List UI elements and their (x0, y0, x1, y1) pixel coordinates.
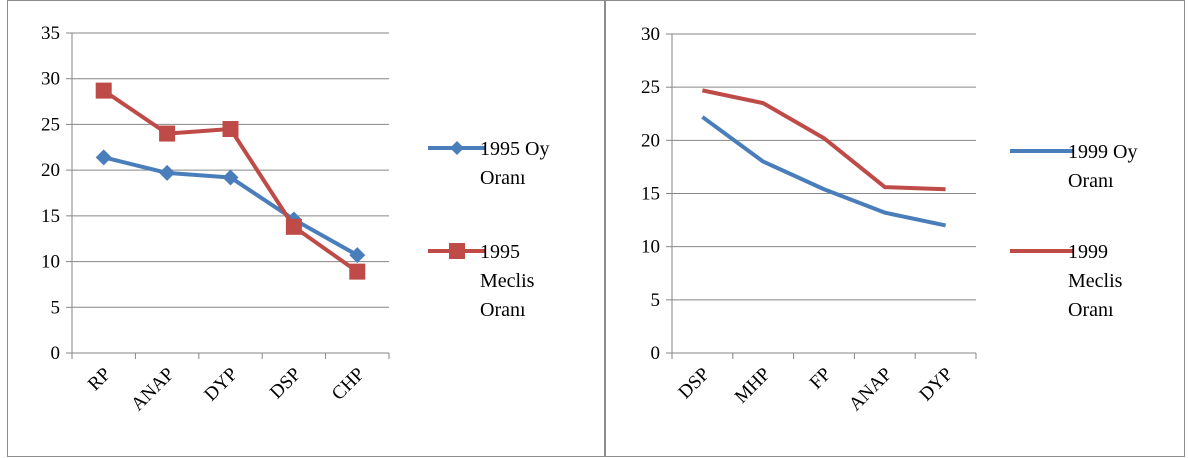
chart-1995-panel: 0 5 10 15 20 25 30 35 RP ANAP DYP DSP CHP 1995 Oy Oran… (7, 0, 605, 457)
x-category-label: DYP (915, 364, 957, 406)
legend-label: Oranı (480, 299, 526, 321)
y-tick-label: 15 (641, 184, 660, 205)
y-tick-label: 0 (651, 343, 661, 364)
y-tick-label: 0 (51, 343, 61, 364)
data-point-diamond (222, 169, 239, 186)
x-category-label: RP (84, 364, 115, 395)
legend-label: 1995 (480, 241, 520, 263)
data-point-diamond (349, 247, 366, 264)
data-point-square (159, 125, 176, 142)
data-point-diamond (159, 164, 176, 181)
data-point-square (95, 82, 112, 99)
x-category-label: ANAP (127, 364, 178, 415)
y-tick-label: 5 (651, 290, 661, 311)
data-point-square (222, 121, 239, 137)
x-category-label: MHP (731, 364, 775, 408)
series-line (701, 115, 947, 228)
data-point-square (349, 263, 366, 280)
chart-1999-panel: 0 5 10 15 20 25 30 DSP MHP FP ANAP DYP 1999 Oy Oranı 1… (605, 0, 1185, 457)
legend-label: 1995 Oy (480, 138, 549, 160)
y-tick-label: 10 (641, 237, 660, 258)
y-tick-label: 5 (51, 297, 61, 318)
y-tick-label: 30 (641, 24, 660, 45)
legend-label: Oranı (1068, 170, 1114, 192)
y-tick-label: 25 (641, 77, 660, 98)
x-category-label: DYP (200, 364, 242, 406)
x-category-label: FP (806, 364, 836, 394)
legend-label: Oranı (480, 167, 526, 189)
legend-label: Meclis (480, 270, 535, 292)
legend-label: 1999 Oy (1068, 141, 1137, 163)
y-tick-label: 25 (41, 114, 60, 135)
legend-label: 1999 (1068, 241, 1108, 263)
legend-swatch-square (449, 243, 465, 259)
y-tick-label: 20 (641, 130, 660, 151)
chart-1995-svg: 0 5 10 15 20 25 30 35 RP ANAP DYP DSP CHP 1995 Oy Oran… (41, 23, 549, 415)
legend-label: Oranı (1068, 299, 1114, 321)
x-category-label: CHP (328, 364, 369, 405)
chart-1999-svg: 0 5 10 15 20 25 30 DSP MHP FP ANAP DYP 1999 Oy Oranı 1… (641, 24, 1137, 415)
x-category-label: DSP (674, 364, 713, 403)
legend-swatch-diamond (450, 141, 464, 155)
series-line (701, 88, 946, 192)
y-tick-label: 10 (41, 252, 60, 273)
x-category-label: DSP (266, 364, 305, 403)
data-point-diamond (95, 149, 112, 166)
y-tick-label: 30 (41, 69, 60, 90)
x-category-label: ANAP (845, 364, 896, 415)
legend-label: Meclis (1068, 270, 1123, 292)
y-tick-label: 20 (41, 160, 60, 181)
data-point-square (285, 218, 302, 235)
y-tick-label: 35 (41, 23, 60, 44)
y-tick-label: 15 (41, 206, 60, 227)
